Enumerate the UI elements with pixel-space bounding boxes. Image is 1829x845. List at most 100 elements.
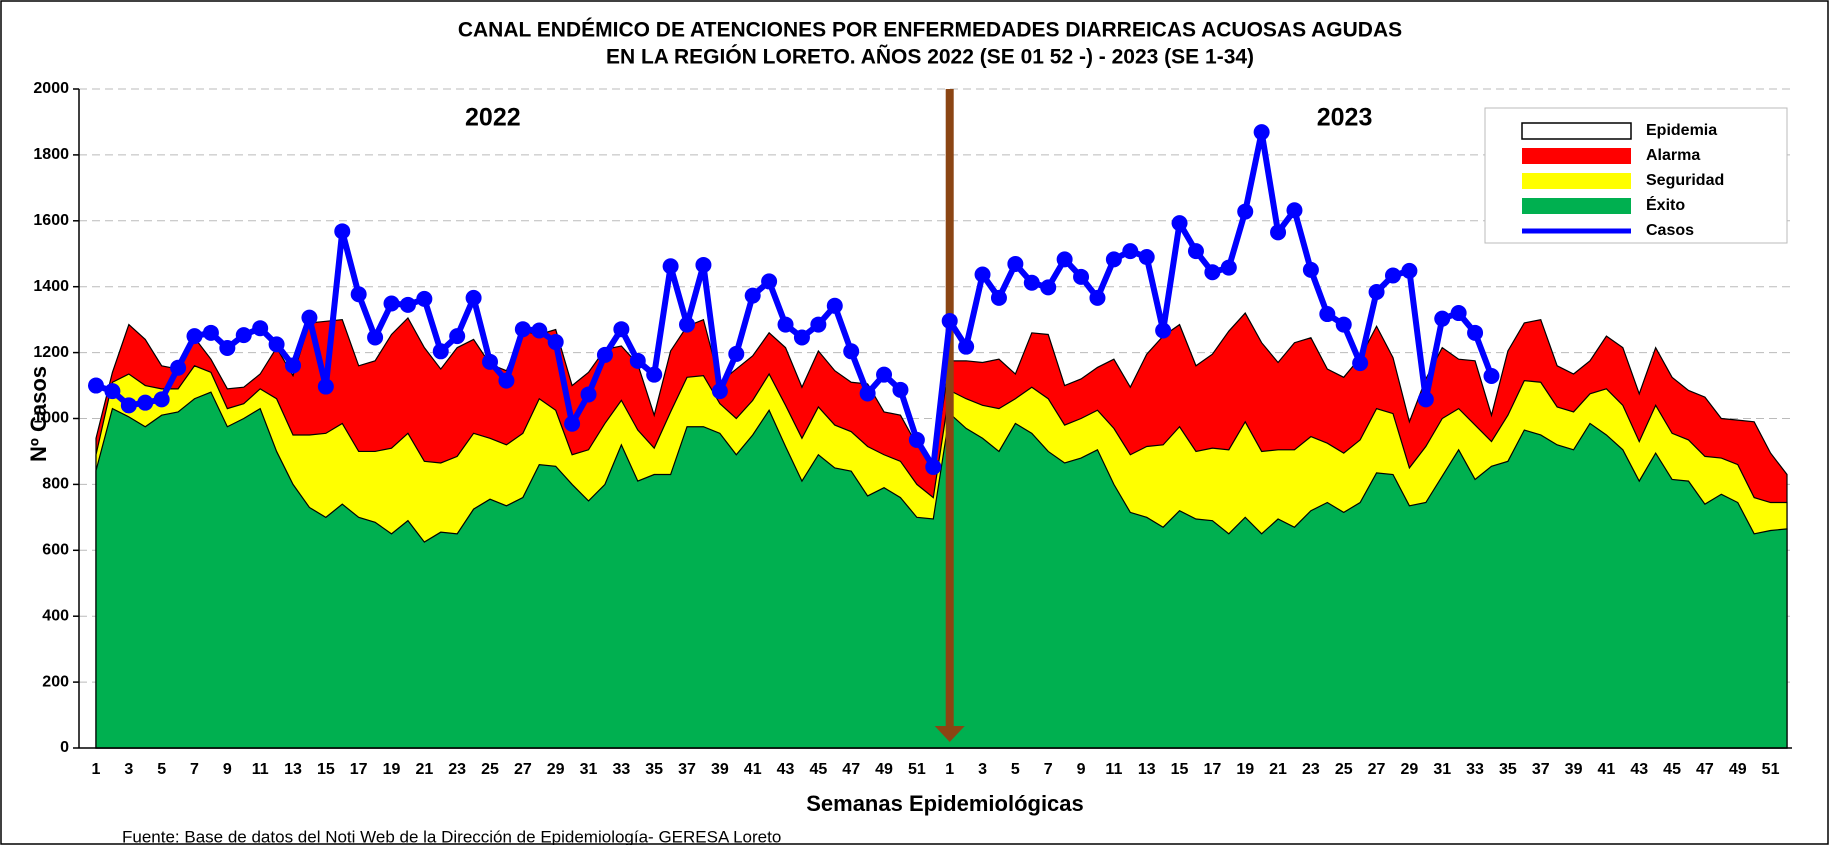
cases-marker	[1450, 305, 1467, 322]
cases-marker	[170, 359, 187, 376]
x-tick-label: 21	[1269, 761, 1287, 778]
cases-marker	[1253, 124, 1270, 141]
x-tick-label: 9	[1077, 761, 1086, 778]
legend-swatch	[1522, 148, 1631, 164]
cases-marker	[1040, 279, 1057, 296]
x-tick-label: 49	[1729, 761, 1747, 778]
x-tick-label: 15	[1171, 761, 1189, 778]
cases-marker	[1352, 355, 1369, 372]
cases-marker	[432, 343, 449, 360]
x-tick-label: 17	[350, 761, 368, 778]
y-tick-label: 600	[42, 542, 69, 559]
cases-marker	[465, 289, 482, 306]
y-tick-label: 400	[42, 607, 69, 624]
x-tick-label: 47	[842, 761, 860, 778]
cases-marker	[547, 334, 564, 351]
x-tick-label: 19	[1236, 761, 1254, 778]
cases-marker	[104, 383, 121, 400]
x-tick-label: 51	[908, 761, 926, 778]
cases-marker	[1401, 262, 1418, 279]
cases-marker	[1319, 306, 1336, 323]
cases-marker	[202, 324, 219, 341]
y-tick-label: 1800	[33, 146, 69, 163]
cases-marker	[1467, 324, 1484, 341]
chart-title: CANAL ENDÉMICO DE ATENCIONES POR ENFERME…	[458, 19, 1402, 42]
cases-marker	[1286, 202, 1303, 219]
cases-marker	[974, 266, 991, 283]
x-tick-label: 25	[1335, 761, 1353, 778]
cases-marker	[761, 273, 778, 290]
cases-marker	[1384, 267, 1401, 284]
cases-marker	[1302, 261, 1319, 278]
cases-marker	[744, 287, 761, 304]
cases-marker	[958, 338, 975, 355]
x-tick-label: 27	[514, 761, 532, 778]
x-tick-label: 31	[580, 761, 598, 778]
cases-marker	[120, 397, 137, 414]
cases-marker	[613, 321, 630, 338]
y-tick-label: 1200	[33, 344, 69, 361]
cases-marker	[350, 286, 367, 303]
x-tick-label: 29	[1400, 761, 1418, 778]
x-tick-label: 37	[1532, 761, 1550, 778]
x-tick-label: 5	[157, 761, 166, 778]
cases-marker	[137, 394, 154, 411]
legend-swatch	[1521, 122, 1632, 140]
cases-marker	[285, 357, 302, 374]
cases-marker	[679, 316, 696, 333]
chart-subtitle: EN LA REGIÓN LORETO. AÑOS 2022 (SE 01 52…	[606, 45, 1254, 69]
cases-marker	[482, 353, 499, 370]
x-tick-label: 43	[777, 761, 795, 778]
x-tick-label: 23	[1302, 761, 1320, 778]
cases-marker	[153, 391, 170, 408]
cases-marker	[88, 377, 104, 394]
x-tick-label: 35	[645, 761, 663, 778]
cases-marker	[383, 295, 400, 312]
y-tick-label: 1000	[33, 410, 69, 427]
x-tick-label: 45	[1663, 761, 1681, 778]
cases-marker	[1483, 367, 1500, 384]
x-tick-label: 31	[1433, 761, 1451, 778]
year-divider-head	[934, 726, 965, 742]
cases-marker	[235, 327, 252, 344]
x-tick-label: 43	[1630, 761, 1648, 778]
y-tick-label: 1400	[33, 278, 69, 295]
legend-label: Epidemia	[1646, 122, 1717, 139]
cases-marker	[728, 345, 745, 362]
x-tick-label: 51	[1762, 761, 1780, 778]
cases-marker	[810, 316, 827, 333]
cases-marker	[1220, 259, 1237, 276]
cases-marker	[843, 343, 860, 360]
x-tick-label: 15	[317, 761, 335, 778]
y-axis-title: Nº Casos	[26, 366, 51, 462]
y-tick-label: 800	[42, 476, 69, 493]
cases-marker	[876, 366, 893, 383]
legend-label: Seguridad	[1646, 172, 1724, 189]
x-tick-label: 37	[678, 761, 696, 778]
cases-marker	[777, 316, 794, 333]
cases-marker	[1007, 255, 1024, 272]
cases-marker	[1138, 249, 1155, 266]
x-axis-title: Semanas Epidemiológicas	[806, 791, 1084, 816]
y-tick-label: 1600	[33, 212, 69, 229]
year-annotation: 2022	[465, 104, 521, 132]
cases-marker	[1434, 310, 1451, 327]
cases-marker	[1335, 316, 1352, 333]
cases-marker	[629, 352, 646, 369]
x-tick-label: 45	[809, 761, 827, 778]
cases-marker	[1105, 251, 1122, 268]
x-tick-label: 23	[448, 761, 466, 778]
y-tick-label: 2000	[33, 80, 69, 97]
x-tick-label: 25	[481, 761, 499, 778]
x-tick-label: 3	[124, 761, 133, 778]
legend-label: Casos	[1646, 222, 1694, 239]
x-tick-label: 1	[92, 761, 101, 778]
x-tick-label: 5	[1011, 761, 1020, 778]
x-tick-label: 7	[1044, 761, 1053, 778]
x-tick-label: 29	[547, 761, 565, 778]
cases-marker	[793, 329, 810, 346]
cases-marker	[662, 258, 679, 275]
year-annotation: 2023	[1317, 104, 1373, 132]
cases-marker	[1237, 203, 1254, 220]
